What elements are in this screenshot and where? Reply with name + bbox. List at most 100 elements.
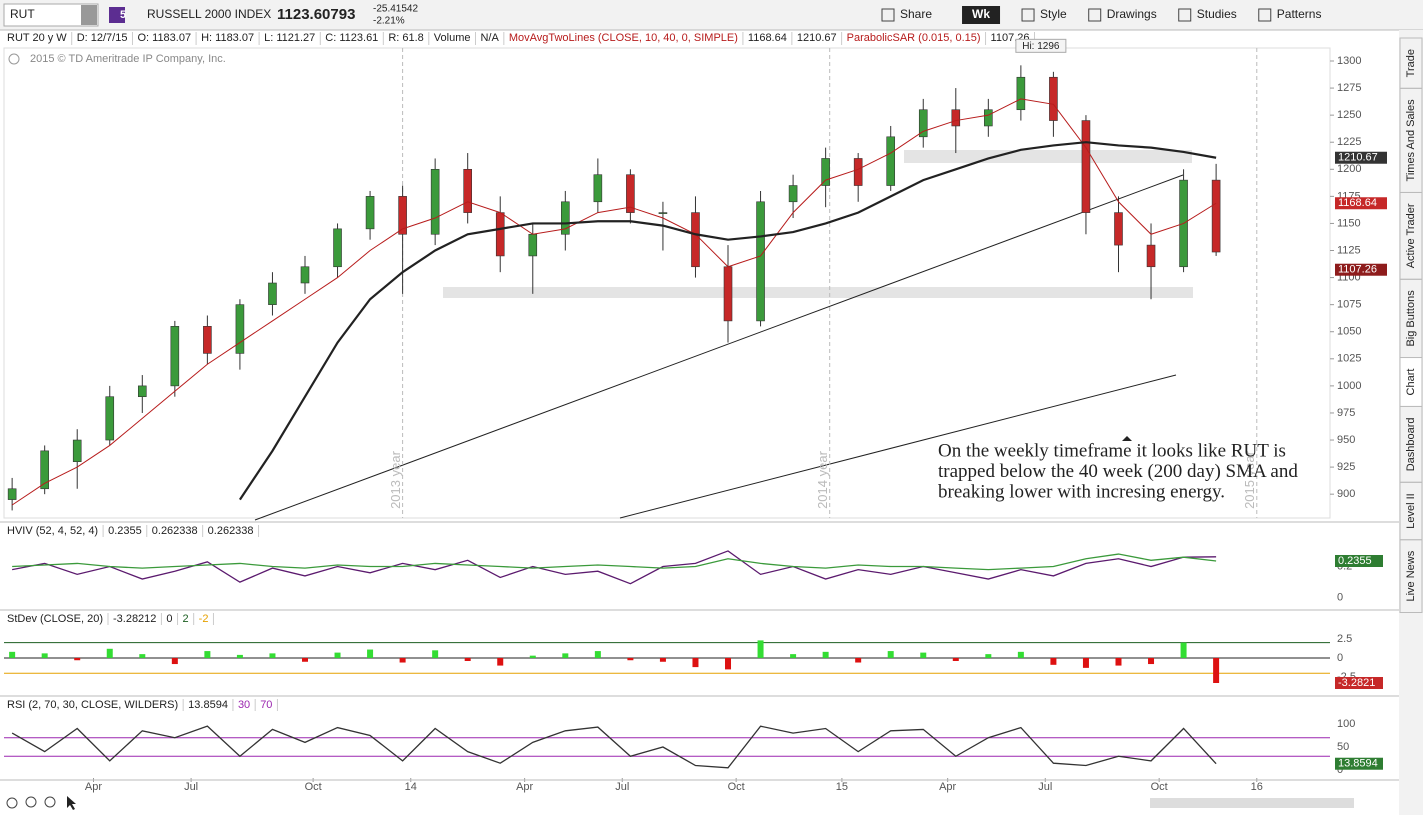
y-tick-label: 950 (1337, 434, 1355, 446)
candle-body (495, 212, 505, 257)
sidebar-tab[interactable]: Live News (1405, 550, 1417, 601)
indicator-line (11, 725, 1217, 769)
sidebar-tab[interactable]: Times And Sales (1405, 99, 1417, 182)
indicator-label: 70 (260, 699, 272, 711)
y-tick-label: 1125 (1337, 244, 1361, 256)
sidebar-tab[interactable]: Dashboard (1405, 417, 1417, 471)
candle-body (72, 439, 82, 462)
header-item: H: 1183.07 (201, 32, 254, 44)
indicator-label: 0.2355 (108, 525, 142, 537)
moving-average (238, 141, 1217, 501)
indicator-tag-label: 13.8594 (1338, 758, 1378, 770)
y-tick-label: 0 (1337, 652, 1343, 664)
candle-body (268, 282, 277, 305)
candle-body (1211, 179, 1221, 253)
header-item: 1168.64 (748, 32, 787, 44)
button-icon[interactable] (1178, 8, 1192, 22)
button-icon[interactable] (1258, 8, 1272, 22)
indicator-label: 0.262338 (152, 525, 198, 537)
badge: 5 (120, 9, 126, 21)
sidebar-tab[interactable]: Chart (1405, 369, 1417, 396)
candle-body (691, 212, 700, 268)
stdev-bar (822, 651, 829, 658)
annotation-arrow (1122, 436, 1132, 441)
info-icon[interactable] (8, 53, 20, 65)
header-item: D: 12/7/15 (77, 32, 128, 44)
pointer-tool[interactable] (67, 796, 76, 810)
price-tag (1335, 197, 1387, 210)
candle-body (398, 196, 407, 235)
button-icon[interactable] (1088, 8, 1102, 22)
support-zone (443, 287, 1193, 298)
stdev-bar (985, 654, 992, 658)
candle-body (430, 168, 440, 235)
x-tick-label: 16 (1251, 781, 1263, 793)
candle-body (7, 488, 17, 500)
sidebar-tab[interactable]: Active Trader (1405, 203, 1417, 268)
stdev-bar (464, 657, 471, 661)
candle-body (918, 109, 928, 138)
stdev-bar (855, 657, 862, 663)
x-tick-label: Oct (728, 781, 745, 793)
stdev-bar (9, 651, 16, 658)
tab-border[interactable] (1399, 539, 1423, 613)
sidebar-tab[interactable]: Level II (1405, 493, 1417, 528)
toolbar-button[interactable]: Wk (972, 7, 990, 21)
x-tick-label: Oct (1151, 781, 1168, 793)
candle-body (40, 450, 49, 490)
zoom-in[interactable] (25, 796, 37, 808)
stdev-bar (74, 657, 81, 661)
button-icon[interactable] (1021, 8, 1035, 22)
annotation: breaking lower with incresing energy. (938, 481, 1225, 502)
toolbar-button[interactable]: Studies (1197, 7, 1237, 21)
last-price: 1123.60793 (277, 6, 355, 23)
stdev-bar (627, 657, 634, 661)
year-label: 2015 year (1242, 450, 1257, 508)
stdev-bar (692, 657, 699, 668)
y-tick-label: 975 (1337, 407, 1355, 419)
toolbar-button[interactable]: Patterns (1277, 7, 1322, 21)
indicator-tag-label: 0.2355 (1338, 555, 1372, 567)
stdev-bar (1115, 657, 1122, 666)
toolbar-button[interactable]: Drawings (1107, 7, 1157, 21)
indicator-line (12, 553, 1217, 571)
sidebar-tab[interactable]: Big Buttons (1405, 290, 1417, 347)
candle-body (1049, 76, 1058, 121)
symbol[interactable]: RUT (10, 7, 35, 21)
symbol-dropdown[interactable] (81, 5, 97, 25)
y-tick-label: 1250 (1337, 109, 1361, 121)
crosshair-tool[interactable] (6, 797, 18, 809)
candle-body (1146, 244, 1156, 268)
header-item: MovAvgTwoLines (CLOSE, 10, 40, 0, SIMPLE… (509, 32, 738, 44)
header-item: R: 61.8 (388, 32, 423, 44)
candle-body (853, 158, 863, 186)
indicator-label: 0.262338 (208, 525, 254, 537)
stdev-bar (139, 654, 146, 658)
indicator-label: 13.8594 (188, 699, 228, 711)
x-tick-label: Oct (305, 781, 322, 793)
indicator-tag-label: -3.2821 (1338, 677, 1375, 689)
indicator-label: 0 (166, 613, 172, 625)
toolbar-button[interactable]: Style (1040, 7, 1067, 21)
zoom-out[interactable] (44, 796, 56, 808)
candle-body (333, 228, 342, 268)
header-item: ParabolicSAR (0.015, 0.15) (847, 32, 981, 44)
price-tag-label: 1210.67 (1338, 152, 1378, 164)
price-tag-label: 1107.26 (1338, 264, 1377, 276)
button-icon[interactable] (881, 8, 895, 22)
y-tick-label: 1050 (1337, 326, 1361, 338)
timeframe-box[interactable] (962, 6, 1001, 24)
scrollbar[interactable] (1150, 798, 1354, 808)
symbol-box[interactable] (3, 3, 99, 27)
stdev-bar (757, 640, 764, 658)
indicator-tag (1335, 676, 1383, 689)
candle-body (886, 136, 896, 186)
sidebar-tab[interactable]: Trade (1405, 49, 1417, 77)
candle-body (1016, 76, 1026, 111)
stdev-bar (106, 648, 113, 658)
price-pane (3, 47, 1331, 519)
candle-body (105, 396, 115, 441)
net-change: -25.41542 (373, 4, 418, 15)
toolbar-button[interactable]: Share (900, 7, 932, 21)
year-label: 2014 year (815, 450, 830, 508)
